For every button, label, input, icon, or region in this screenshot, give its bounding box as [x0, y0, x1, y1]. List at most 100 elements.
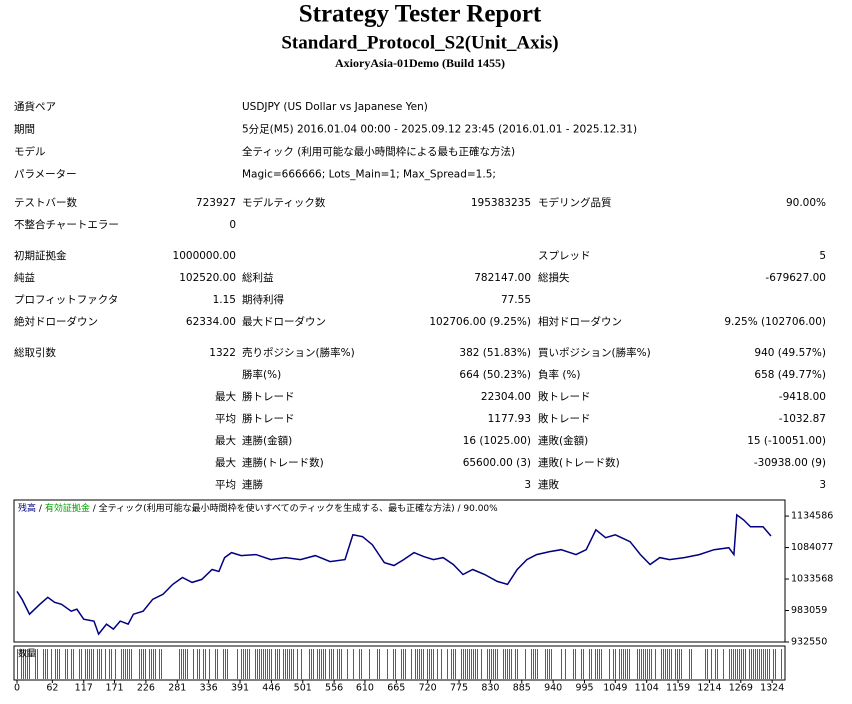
stat-value: -679627.00: [765, 272, 826, 284]
setting-value: Magic=666666; Lots_Main=1; Max_Spread=1.…: [242, 169, 496, 181]
stat-label: 総損失: [538, 271, 570, 284]
volume-bar: [79, 649, 80, 679]
volume-bar: [127, 649, 128, 679]
volume-bar: [471, 649, 472, 679]
volume-bar: [465, 649, 466, 679]
volume-bar: [601, 649, 602, 679]
volume-bar: [115, 649, 116, 679]
setting-value: USDJPY (US Dollar vs Japanese Yen): [242, 101, 428, 113]
volume-bar: [737, 649, 738, 679]
volume-bar: [481, 649, 482, 679]
volume-bar: [761, 649, 762, 679]
volume-bar: [675, 649, 676, 679]
stat-label: 総取引数: [14, 346, 56, 359]
volume-bar: [93, 649, 94, 679]
x-tick-label: 940: [544, 683, 562, 694]
stat-label: 最大ドローダウン: [242, 315, 326, 328]
volume-bar: [73, 649, 74, 679]
stat-label: 相対ドローダウン: [538, 315, 622, 328]
volume-bar: [247, 649, 248, 679]
x-tick-label: 885: [513, 683, 531, 694]
chart-frame: [13, 499, 786, 643]
stat-value: 5: [819, 250, 826, 262]
y-tick-label: 932550: [791, 637, 827, 648]
x-tick-label: 775: [450, 683, 468, 694]
x-tick-label: 0: [14, 683, 20, 694]
volume-bar: [781, 649, 782, 679]
volume-bar: [671, 649, 672, 679]
volume-bar: [181, 649, 182, 679]
volume-bar: [71, 649, 72, 679]
stat-value: 62334.00: [186, 316, 236, 328]
volume-bar: [85, 649, 86, 679]
volume-bar: [255, 649, 256, 679]
stat-value: 658 (49.77%): [754, 369, 826, 381]
volume-bar: [65, 649, 66, 679]
volume-bar: [161, 649, 162, 679]
volume-bar: [581, 649, 582, 679]
stat-label: スプレッド: [538, 250, 591, 262]
volume-bar: [775, 649, 776, 679]
volume-bar: [511, 649, 512, 679]
x-tick-label: 1159: [666, 683, 690, 694]
volume-bar: [711, 649, 712, 679]
volume-bar: [329, 649, 330, 679]
volume-bar: [531, 649, 532, 679]
volume-bar: [681, 649, 682, 679]
volume-bar: [341, 649, 342, 679]
volume-bar: [629, 649, 630, 679]
volume-bar: [441, 649, 442, 679]
volume-bar: [125, 649, 126, 679]
volume-bar: [679, 649, 680, 679]
x-tick-label: 281: [168, 683, 186, 694]
chart-legend: 残高 / 有効証拠金 / 全ティック(利用可能な最小時間枠を使いすべてのティック…: [18, 502, 498, 514]
volume-bar: [547, 649, 548, 679]
stat-label: プロフィットファクタ: [14, 294, 118, 306]
stat-label: モデルティック数: [242, 196, 326, 209]
x-tick-label: 1104: [635, 683, 659, 694]
volume-bar: [369, 649, 370, 679]
volume-bar: [179, 649, 180, 679]
stat-label: 純益: [14, 271, 35, 284]
volume-bar: [533, 649, 534, 679]
volume-bar: [259, 649, 260, 679]
x-tick-label: 171: [105, 683, 123, 694]
volume-bar: [453, 649, 454, 679]
volume-bar: [549, 649, 550, 679]
volume-bar: [517, 649, 518, 679]
volume-bar: [437, 649, 438, 679]
volume-bar: [311, 649, 312, 679]
volume-bar: [735, 649, 736, 679]
report-subtitle: Standard_Protocol_S2(Unit_Axis): [281, 32, 558, 53]
x-tick-label: 117: [75, 683, 93, 694]
volume-bar: [287, 649, 288, 679]
volume-bar: [43, 649, 44, 679]
stat-label: 連勝(金額): [242, 434, 292, 447]
stat-label: 連敗(金額): [538, 434, 588, 447]
volume-bar: [225, 649, 226, 679]
volume-bar: [627, 649, 628, 679]
volume-bar: [23, 649, 24, 679]
volume-bar: [197, 649, 198, 679]
stat-value: 22304.00: [481, 391, 531, 403]
volume-bar: [131, 649, 132, 679]
volume-bar: [405, 649, 406, 679]
volume-bar: [29, 649, 30, 679]
volume-bar: [267, 649, 268, 679]
volume-bar: [765, 649, 766, 679]
volume-bar: [589, 649, 590, 679]
volume-label: 数量: [18, 648, 36, 660]
stat-value: 1177.93: [488, 413, 531, 425]
volume-bar: [423, 649, 424, 679]
volume-bar: [691, 649, 692, 679]
stat-label: テストバー数: [14, 196, 77, 209]
volume-bar: [461, 649, 462, 679]
volume-bar: [625, 649, 626, 679]
volume-bar: [67, 649, 68, 679]
volume-bar: [149, 649, 150, 679]
volume-bar: [565, 649, 566, 679]
volume-bar: [205, 649, 206, 679]
stat-value: 15 (-10051.00): [747, 435, 826, 447]
stat-label: 敗トレード: [538, 390, 591, 403]
